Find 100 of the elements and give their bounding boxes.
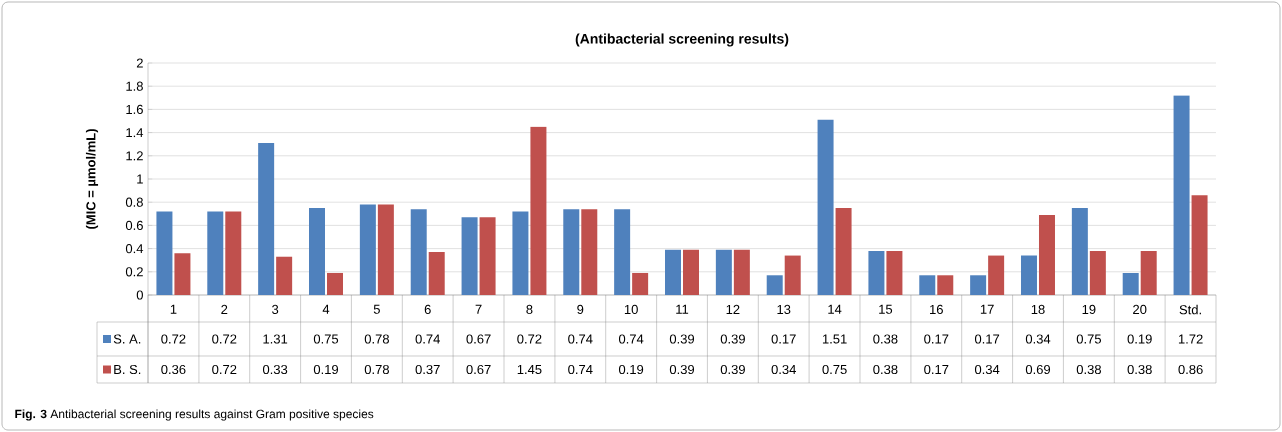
bar [1173,95,1190,295]
bar [359,204,376,295]
x-tick-label: 10 [624,304,638,314]
data-label: 1.72 [1178,334,1203,344]
data-label: 0.17 [924,364,949,375]
bar [1038,214,1055,295]
legend-label: S. A. [113,334,141,344]
bar [276,256,293,295]
y-tick-label: 1.8 [126,81,143,91]
data-label: 0.38 [1076,364,1101,375]
x-tick-label: 13 [777,304,791,314]
x-tick-label: 19 [1082,304,1096,314]
data-label: 1.51 [822,334,847,344]
data-label: 0.78 [364,334,389,344]
y-tick-label: 2 [136,58,143,68]
x-tick-label: 14 [828,304,842,314]
data-label: 0.72 [517,334,542,344]
bar [683,249,699,295]
bar [733,249,750,295]
data-label: 0.75 [822,364,847,375]
y-tick-label: 0.6 [125,220,143,230]
data-label: 0.39 [669,364,695,375]
data-label: 1.31 [263,334,288,344]
bar [512,211,529,295]
x-tick-label: 11 [676,304,689,314]
bar [410,209,427,295]
bar [784,255,801,295]
x-tick-label: 16 [930,304,943,314]
x-tick-label: 17 [980,304,994,314]
x-tick-label: 20 [1133,304,1147,314]
x-tick-label: 1 [170,304,177,314]
x-tick-label: 12 [726,304,740,314]
data-label: 0.36 [161,364,186,375]
x-tick-label: Std. [1179,304,1201,315]
data-label: 0.19 [313,364,339,375]
y-axis-title: (MIC = µmol/mL) [85,129,99,229]
x-tick-label: 8 [526,304,533,314]
bar [377,204,394,295]
bar [428,252,445,295]
data-label: 0.69 [1025,364,1051,375]
data-label: 0.78 [364,364,389,375]
data-label: 0.72 [212,364,237,375]
data-label: 0.75 [313,334,339,344]
data-label: 0.74 [568,364,593,375]
data-label: 0.37 [415,364,440,375]
data-label: 0.19 [1127,334,1152,344]
bar [886,250,903,295]
y-tick-label: 1.4 [126,128,144,138]
data-label: 0.17 [924,334,949,344]
data-label: 0.67 [466,364,491,375]
data-label: 0.39 [669,334,695,344]
data-label: 0.86 [1178,364,1203,375]
y-tick-label: 1.2 [126,151,143,161]
bar [632,272,649,295]
bar [715,249,732,295]
x-tick-label: 4 [322,304,330,314]
data-label: 0.34 [771,364,796,375]
x-tick-label: 6 [424,304,431,314]
bar [156,211,173,295]
data-label: 0.74 [415,334,440,344]
x-tick-label: 2 [221,304,228,314]
x-tick-label: 15 [879,304,893,314]
x-tick-label: 5 [373,304,380,314]
bar [309,208,325,295]
bar [258,143,275,295]
bar [461,217,478,295]
x-tick-label: 9 [577,304,584,314]
bar [207,211,224,295]
data-label: 0.38 [1127,364,1152,375]
y-tick-label: 0.2 [125,267,143,277]
bar [530,126,547,295]
data-label: 0.34 [1025,334,1051,344]
data-label: 0.39 [720,334,745,344]
data-label: 0.38 [873,364,898,375]
data-label: 0.72 [161,334,186,344]
bar [327,272,343,295]
data-label: 0.39 [720,364,745,375]
data-label: 0.72 [212,334,237,344]
bar [835,208,852,295]
bar [988,255,1005,295]
y-tick-label: 0.8 [125,197,143,207]
data-label: 0.34 [974,364,1000,375]
data-label: 0.67 [466,334,491,344]
x-tick-label: 3 [272,304,279,314]
y-tick-label: 0.4 [125,244,144,254]
bar [1191,195,1208,295]
bar [665,249,681,295]
y-tick-label: 1 [137,174,143,184]
bar [1071,208,1088,295]
data-label: 0.74 [618,334,644,344]
bar [174,253,191,295]
bar [614,209,631,295]
data-label: 0.17 [974,334,1000,344]
y-tick-label: 0 [136,290,143,300]
data-label: 1.45 [517,364,542,375]
data-label: 0.19 [618,364,644,375]
bar [970,275,987,295]
bar [919,275,936,295]
bar [479,217,496,295]
data-label: 0.75 [1076,334,1102,344]
